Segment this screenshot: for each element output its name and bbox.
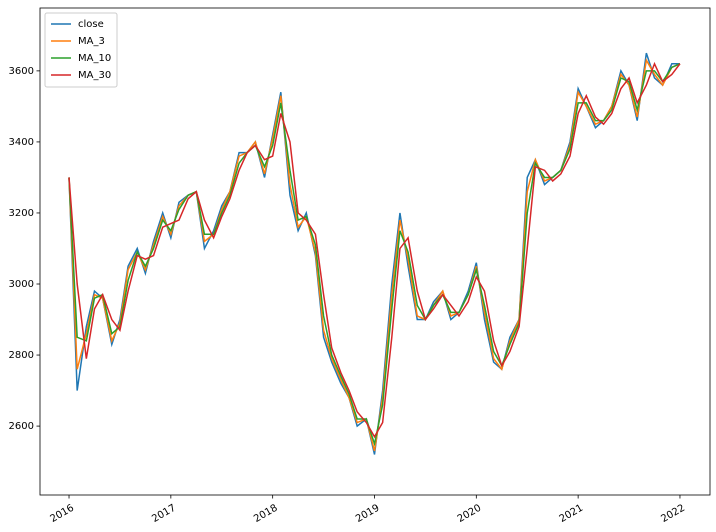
x-tick-label: 2016 — [48, 503, 76, 525]
y-tick-label: 3000 — [9, 279, 34, 290]
y-tick-label: 3400 — [9, 137, 34, 148]
series-line — [68, 58, 681, 452]
legend-label: MA_10 — [78, 53, 111, 64]
y-tick-label: 2600 — [9, 421, 34, 432]
series-line — [68, 63, 681, 447]
legend-box — [44, 12, 118, 88]
x-tick-label: 2020 — [456, 503, 484, 525]
plot — [68, 52, 681, 455]
series-line — [68, 61, 681, 439]
x-tick-label: 2017 — [150, 503, 178, 525]
x-tick-label: 2022 — [659, 503, 687, 525]
y-tick-label: 2800 — [9, 350, 34, 361]
y-tick-label: 3200 — [9, 208, 34, 219]
legend-label: close — [78, 19, 104, 30]
x-tick-label: 2021 — [558, 503, 586, 525]
x-tick-label: 2019 — [354, 503, 382, 525]
y-tick-label: 3600 — [9, 66, 34, 77]
plot-frame — [39, 7, 711, 496]
legend-label: MA_30 — [78, 70, 111, 81]
series-line — [68, 52, 680, 455]
legend-label: MA_3 — [78, 36, 105, 47]
x-tick-label: 2018 — [252, 503, 280, 525]
